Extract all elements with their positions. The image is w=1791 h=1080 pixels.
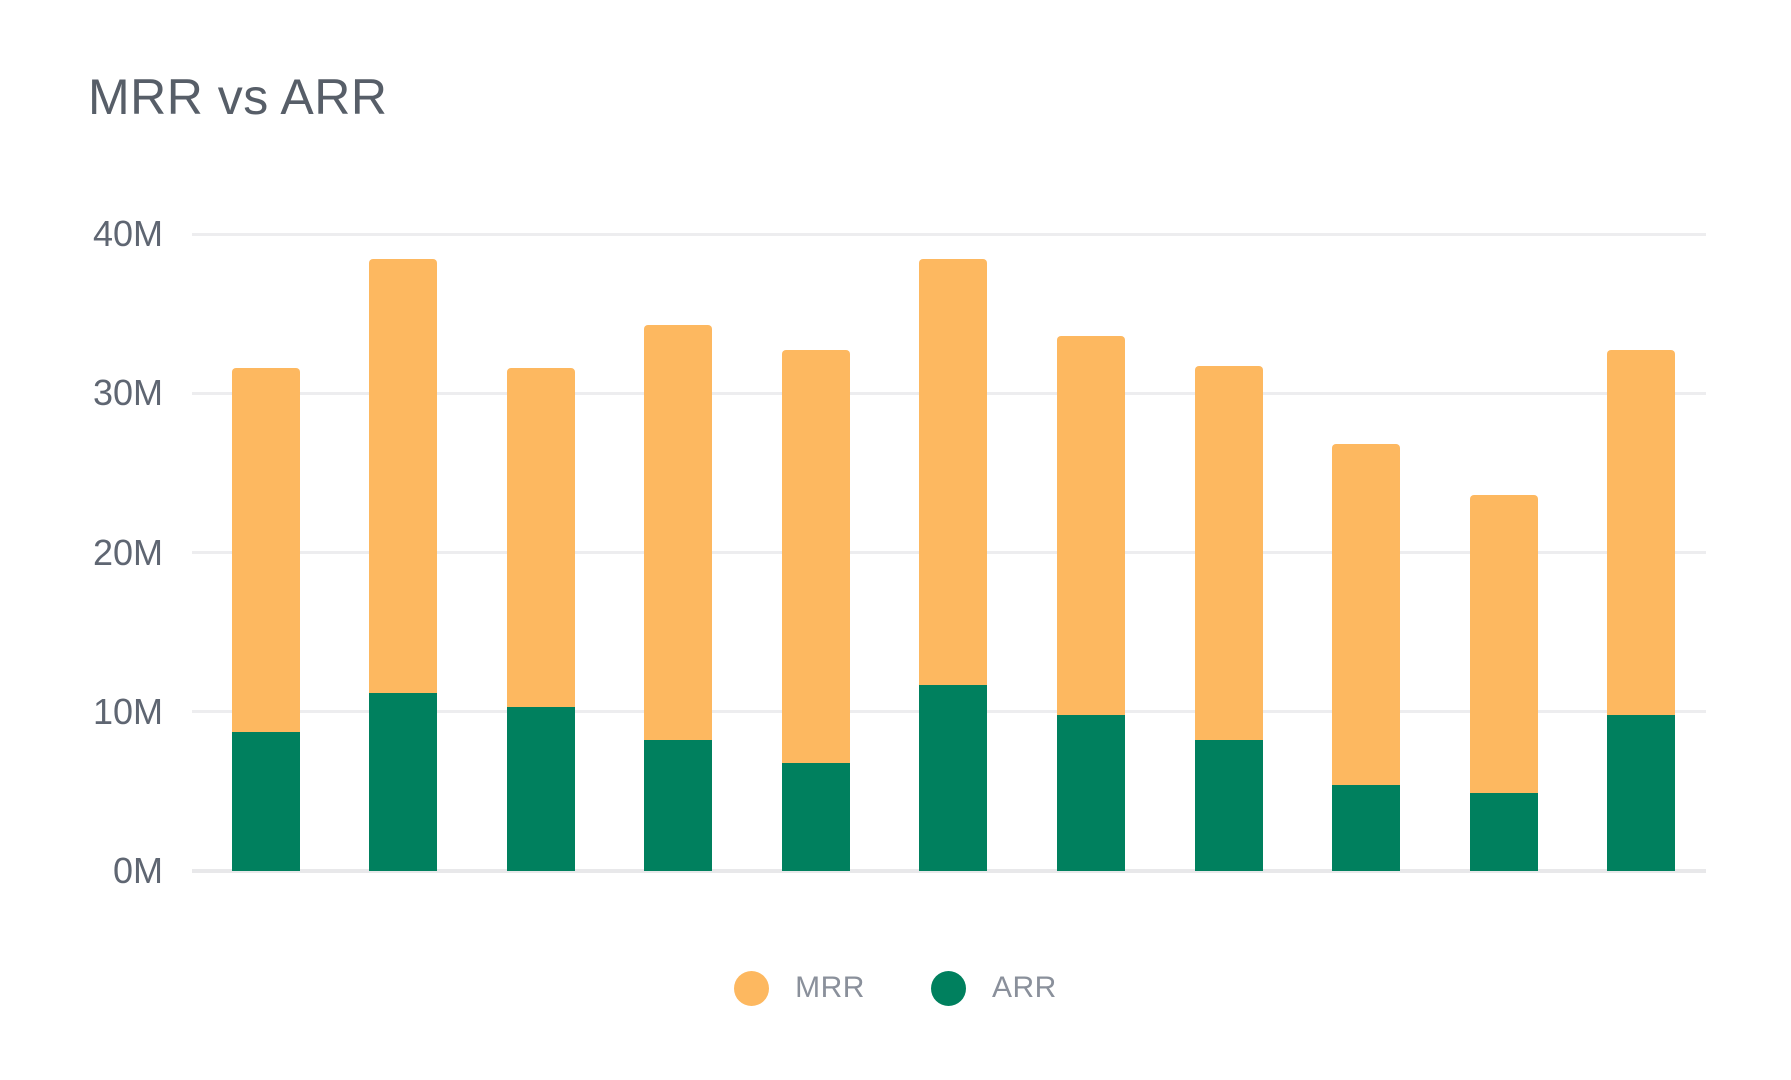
bar-9[interactable]: [1332, 444, 1401, 871]
legend-item-arr[interactable]: ARR: [930, 970, 1057, 1006]
bar-1[interactable]: [231, 367, 300, 871]
mrr-segment[interactable]: [1469, 495, 1538, 793]
bar-2[interactable]: [369, 259, 438, 871]
arr-legend-dot-icon: [930, 970, 966, 1006]
y-tick-label-0M: 0M: [112, 850, 163, 891]
arr-segment[interactable]: [231, 732, 300, 871]
arr-segment[interactable]: [1469, 792, 1538, 871]
legend: MRR ARR: [0, 964, 1791, 1012]
mrr-segment[interactable]: [919, 259, 988, 685]
x-axis-baseline: [192, 869, 1706, 873]
y-tick-label-10M: 10M: [92, 690, 163, 732]
mrr-segment[interactable]: [1194, 366, 1263, 741]
bar-6[interactable]: [919, 259, 988, 871]
gridline-40M: [192, 232, 1706, 236]
legend-label-mrr: MRR: [795, 971, 865, 1004]
mrr-legend-dot-icon: [734, 970, 770, 1006]
y-tick-label-30M: 30M: [92, 372, 163, 414]
arr-segment[interactable]: [644, 740, 713, 871]
legend-item-mrr[interactable]: MRR: [734, 970, 865, 1006]
mrr-segment[interactable]: [1057, 335, 1125, 715]
bar-8[interactable]: [1194, 366, 1263, 871]
mrr-segment[interactable]: [506, 367, 575, 707]
arr-segment[interactable]: [1332, 784, 1401, 871]
bar-4[interactable]: [644, 324, 713, 871]
mrr-segment[interactable]: [1607, 350, 1676, 715]
y-tick-label-40M: 40M: [92, 213, 163, 254]
bar-7[interactable]: [1057, 335, 1125, 871]
arr-segment[interactable]: [369, 692, 438, 871]
bar-10[interactable]: [1469, 495, 1538, 871]
mrr-segment[interactable]: [1332, 444, 1401, 785]
arr-segment[interactable]: [1057, 714, 1125, 871]
mrr-segment[interactable]: [781, 350, 850, 763]
mrr-segment[interactable]: [369, 259, 438, 693]
chart-title: MRR vs ARR: [88, 69, 388, 125]
mrr-segment[interactable]: [231, 367, 300, 733]
y-tick-label-20M: 20M: [92, 531, 163, 573]
arr-segment[interactable]: [506, 706, 575, 871]
arr-segment[interactable]: [1194, 740, 1263, 871]
legend-label-arr: ARR: [991, 971, 1057, 1004]
bar-3[interactable]: [506, 367, 575, 871]
mrr-segment[interactable]: [644, 324, 713, 741]
arr-segment[interactable]: [781, 762, 850, 871]
arr-segment[interactable]: [1607, 714, 1676, 871]
arr-segment[interactable]: [919, 684, 988, 871]
bar-11[interactable]: [1607, 350, 1676, 871]
bar-5[interactable]: [781, 350, 850, 871]
